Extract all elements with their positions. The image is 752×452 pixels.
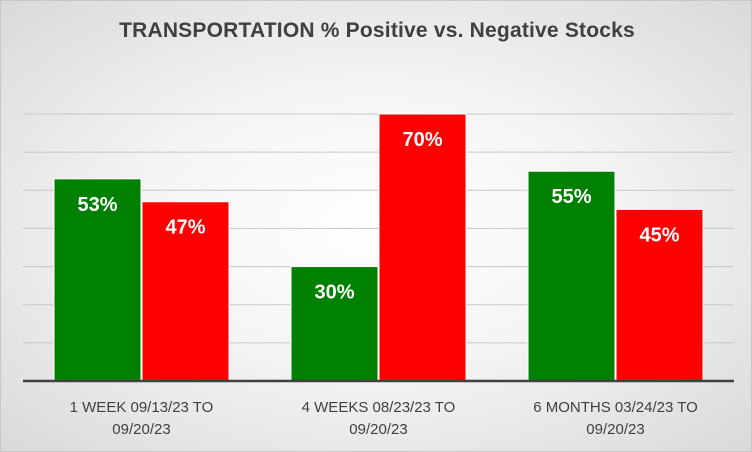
chart-title: TRANSPORTATION % Positive vs. Negative S… bbox=[119, 19, 635, 42]
category-label: 09/20/23 bbox=[112, 421, 170, 438]
data-label: 55% bbox=[551, 186, 591, 208]
data-label: 53% bbox=[77, 194, 117, 216]
category-label: 6 MONTHS 03/24/23 TO bbox=[533, 399, 698, 416]
data-label: 47% bbox=[165, 217, 205, 239]
data-label: 70% bbox=[402, 129, 442, 151]
bar bbox=[53, 178, 142, 382]
bar bbox=[141, 201, 230, 382]
category-label: 09/20/23 bbox=[586, 421, 644, 438]
category-label: 1 WEEK 09/13/23 TO bbox=[70, 399, 214, 416]
category-label: 09/20/23 bbox=[349, 421, 407, 438]
bar bbox=[290, 266, 379, 382]
data-label: 30% bbox=[314, 282, 354, 304]
category-label: 4 WEEKS 08/23/23 TO bbox=[302, 399, 456, 416]
bar bbox=[378, 113, 467, 382]
bar bbox=[527, 170, 616, 382]
data-label: 45% bbox=[639, 224, 679, 246]
